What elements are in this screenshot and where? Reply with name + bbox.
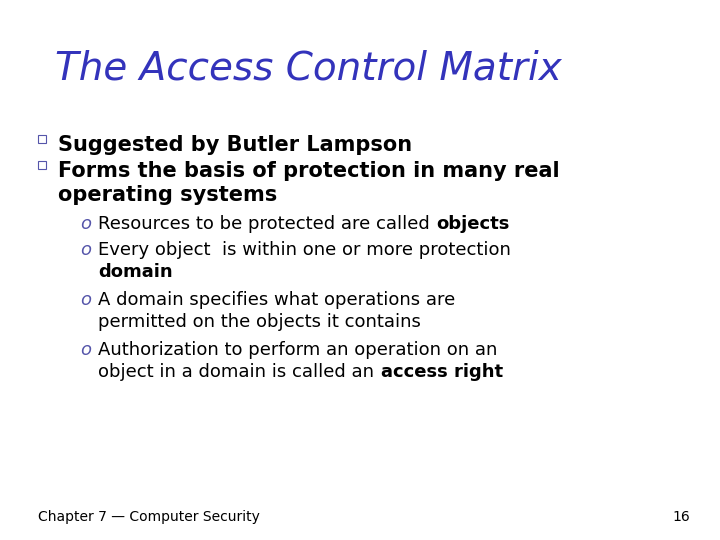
Text: o: o — [80, 215, 91, 233]
Bar — [38, 161, 46, 169]
Text: objects: objects — [436, 215, 510, 233]
Text: o: o — [80, 291, 91, 309]
Text: Authorization to perform an operation on an: Authorization to perform an operation on… — [98, 341, 498, 359]
Text: A domain specifies what operations are: A domain specifies what operations are — [98, 291, 455, 309]
Text: Resources to be protected are called: Resources to be protected are called — [98, 215, 436, 233]
Text: Suggested by Butler Lampson: Suggested by Butler Lampson — [58, 135, 412, 155]
Text: 16: 16 — [672, 510, 690, 524]
Text: o: o — [80, 241, 91, 259]
Text: operating systems: operating systems — [58, 185, 277, 205]
Bar — [38, 135, 46, 143]
Text: object in a domain is called an: object in a domain is called an — [98, 363, 379, 381]
Text: The Access Control Matrix: The Access Control Matrix — [55, 50, 562, 88]
Text: o: o — [80, 341, 91, 359]
Text: domain: domain — [98, 263, 173, 281]
Text: Every object  is within one or more protection: Every object is within one or more prote… — [98, 241, 511, 259]
Text: permitted on the objects it contains: permitted on the objects it contains — [98, 313, 421, 331]
Text: Chapter 7 — Computer Security: Chapter 7 — Computer Security — [38, 510, 260, 524]
Text: access right: access right — [381, 363, 503, 381]
Text: Forms the basis of protection in many real: Forms the basis of protection in many re… — [58, 161, 559, 181]
